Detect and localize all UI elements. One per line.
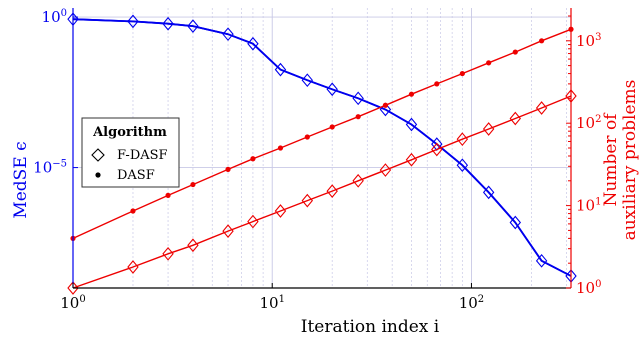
marker-diamond-left-2 [162, 16, 174, 31]
marker-diamond-right-16 [535, 101, 548, 115]
y-right-tick-label-0: 100 [576, 279, 601, 297]
series-line-dasf-left [72, 18, 572, 277]
axes-layer: 100 101 102 100 10−5 100 101 102 103 [33, 8, 601, 312]
marker-diamond-right-9 [352, 173, 364, 188]
marker-diamond-right-12 [431, 142, 443, 157]
legend-title: Algorithm [92, 125, 167, 140]
marker-dot-right-13 [459, 70, 465, 77]
marker-dot-right-8 [329, 124, 335, 130]
legend-box [81, 117, 180, 188]
y-right-tick-label-1: 101 [576, 197, 601, 215]
marker-diamond-right-14 [482, 122, 495, 136]
marker-dot-right-11 [408, 91, 415, 97]
marker-dot-right-9 [355, 114, 361, 120]
marker-diamond-right-0 [67, 281, 79, 295]
marker-diamond-left-3 [187, 19, 199, 33]
x-tick-label-1: 101 [259, 294, 284, 312]
series-layer [67, 12, 577, 295]
grid-layer [72, 8, 571, 288]
y-right-tick-label-2: 102 [576, 114, 601, 132]
marker-dot-right-5 [250, 156, 256, 162]
marker-diamond-right-3 [187, 238, 199, 253]
marker-diamond-right-5 [247, 214, 259, 229]
marker-dot-right-14 [486, 60, 492, 66]
marker-diamond-right-1 [127, 260, 139, 274]
marker-diamond-right-2 [162, 246, 174, 261]
marker-dot-right-12 [434, 81, 440, 87]
marker-dot-right-2 [165, 192, 171, 198]
x-axis-label-text: Iteration index i [301, 317, 440, 337]
marker-dot-right-10 [382, 102, 389, 108]
series-line-dasf-right [72, 28, 572, 240]
marker-diamond-right-10 [379, 163, 392, 177]
y-left-axis-label: MedSE ϵ [11, 141, 31, 218]
y-right-axis-label: Number of auxiliary problems [601, 80, 640, 241]
y-right-axis-label-line2: auxiliary problems [620, 80, 640, 241]
y-left-tick-label-0: 100 [42, 8, 67, 26]
x-tick-label-0: 100 [60, 294, 85, 312]
marker-diamond-right-7 [301, 193, 314, 208]
marker-dot-right-3 [190, 181, 196, 188]
legend-dot-marker [95, 172, 101, 178]
marker-diamond-left-4 [222, 27, 234, 42]
marker-dot-right-4 [225, 166, 231, 172]
marker-diamond-right-4 [222, 224, 234, 238]
legend-entry-fdasf: F-DASF [117, 148, 168, 163]
x-axis-label: Iteration index i [301, 317, 440, 337]
marker-diamond-left-1 [127, 14, 139, 29]
marker-diamond-right-13 [456, 132, 469, 147]
legend-diamond-marker [91, 148, 105, 162]
marker-dot-right-7 [304, 134, 310, 140]
y-right-tick-label-3: 103 [576, 32, 601, 50]
marker-dot-right-1 [130, 208, 136, 214]
y-left-tick-label-1: 10−5 [33, 159, 67, 177]
marker-diamond-left-14 [482, 185, 495, 200]
marker-diamond-right-11 [405, 152, 418, 167]
marker-dot-right-15 [512, 49, 518, 55]
y-right-axis-label-line1: Number of [601, 112, 621, 207]
legend: Algorithm F-DASF DASF [81, 117, 180, 188]
marker-dot-right-16 [539, 38, 545, 44]
marker-diamond-right-15 [509, 111, 522, 126]
marker-diamond-right-6 [274, 204, 287, 218]
marker-diamond-left-15 [509, 215, 522, 230]
marker-diamond-right-8 [326, 184, 338, 198]
marker-dot-right-6 [277, 145, 284, 151]
x-tick-label-2: 102 [459, 294, 484, 312]
legend-entry-dasf: DASF [117, 168, 155, 183]
marker-diamond-left-16 [535, 253, 548, 268]
